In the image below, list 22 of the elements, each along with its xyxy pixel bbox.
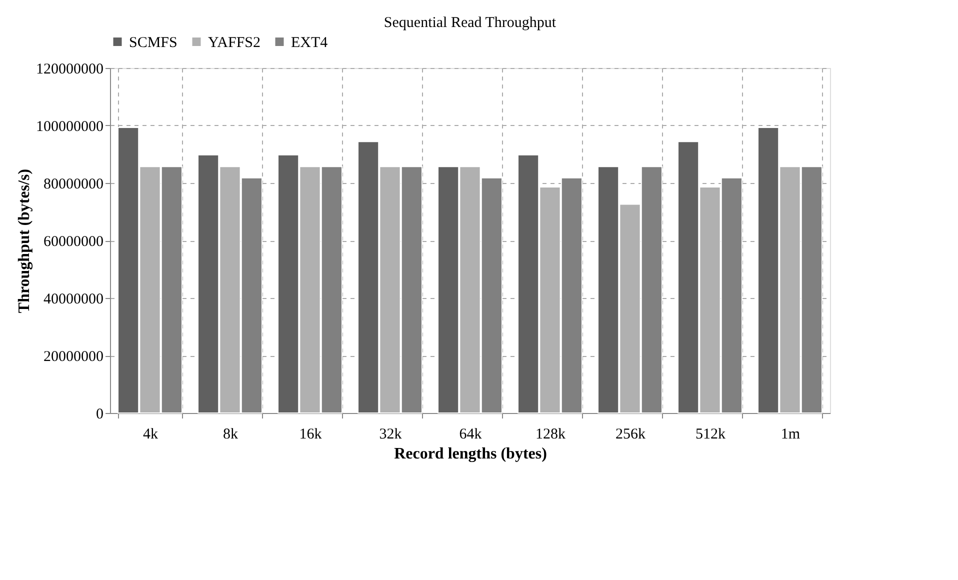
x-tick-label: 8k	[223, 426, 238, 442]
y-tick-label: 80000000	[44, 176, 104, 192]
y-tick-label: 20000000	[44, 349, 104, 365]
x-tick-label: 32k	[379, 426, 402, 442]
legend-label: EXT4	[291, 34, 328, 51]
x-axis-title: Record lengths (bytes)	[394, 446, 547, 462]
x-tick-label: 64k	[459, 426, 482, 442]
legend-label: YAFFS2	[208, 34, 261, 51]
x-tick-label: 1m	[780, 426, 800, 442]
y-tick-label: 0	[96, 406, 104, 422]
x-tick-label: 128k	[536, 426, 566, 442]
chart-title: Sequential Read Throughput	[384, 15, 557, 31]
y-tick-label: 60000000	[44, 234, 104, 250]
x-tick-label: 256k	[616, 426, 646, 442]
x-tick-label: 16k	[299, 426, 322, 442]
y-tick-label: 40000000	[44, 292, 104, 308]
x-tick-label: 512k	[696, 426, 726, 442]
y-axis-title: Throughput (bytes/s)	[16, 168, 33, 314]
legend-label: SCMFS	[129, 34, 178, 51]
y-tick-label: 100000000	[36, 119, 104, 135]
x-tick-label: 4k	[143, 426, 158, 442]
y-tick-label: 120000000	[36, 62, 104, 78]
